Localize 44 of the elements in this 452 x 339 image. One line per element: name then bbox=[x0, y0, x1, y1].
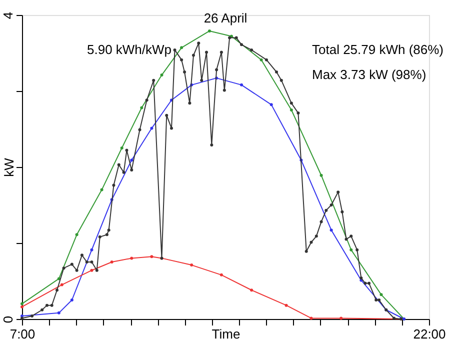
point bbox=[330, 228, 333, 232]
point bbox=[130, 158, 134, 162]
point bbox=[250, 288, 254, 292]
point bbox=[20, 305, 24, 308]
point bbox=[75, 233, 78, 236]
x-axis-title: Time bbox=[212, 326, 240, 339]
point bbox=[140, 106, 144, 110]
point bbox=[310, 316, 313, 320]
point bbox=[260, 58, 263, 62]
point bbox=[20, 302, 24, 306]
point bbox=[290, 108, 293, 112]
annotation: Max 3.73 kW (98%) bbox=[312, 67, 426, 82]
y-axis-title: kW bbox=[2, 157, 16, 177]
point bbox=[150, 126, 154, 130]
x-tick-label: 7:00 bbox=[10, 326, 36, 339]
chart-title: 26 April bbox=[204, 10, 248, 26]
point bbox=[130, 256, 134, 260]
point bbox=[208, 29, 211, 32]
point bbox=[60, 283, 64, 286]
x-tick-label: 22:00 bbox=[413, 326, 446, 339]
point bbox=[350, 248, 353, 252]
point bbox=[220, 273, 223, 276]
y-tick-label: 4 bbox=[0, 12, 16, 20]
point bbox=[100, 188, 104, 192]
point bbox=[57, 311, 60, 314]
point bbox=[284, 304, 288, 307]
point bbox=[380, 293, 383, 296]
point bbox=[70, 298, 74, 302]
point bbox=[120, 146, 124, 150]
point bbox=[90, 268, 94, 272]
point bbox=[320, 174, 323, 177]
annotation: Total 25.79 kWh (86%) bbox=[312, 42, 444, 57]
point bbox=[180, 46, 184, 50]
point bbox=[150, 255, 154, 258]
point bbox=[110, 260, 114, 264]
annotation: 5.90 kWh/kWp bbox=[87, 42, 172, 57]
point bbox=[20, 314, 24, 318]
y-tick-label: 0 bbox=[0, 316, 16, 324]
point bbox=[160, 74, 164, 77]
point bbox=[190, 264, 194, 267]
point bbox=[90, 248, 94, 252]
point bbox=[240, 83, 244, 86]
point bbox=[340, 316, 343, 320]
point bbox=[270, 103, 273, 106]
